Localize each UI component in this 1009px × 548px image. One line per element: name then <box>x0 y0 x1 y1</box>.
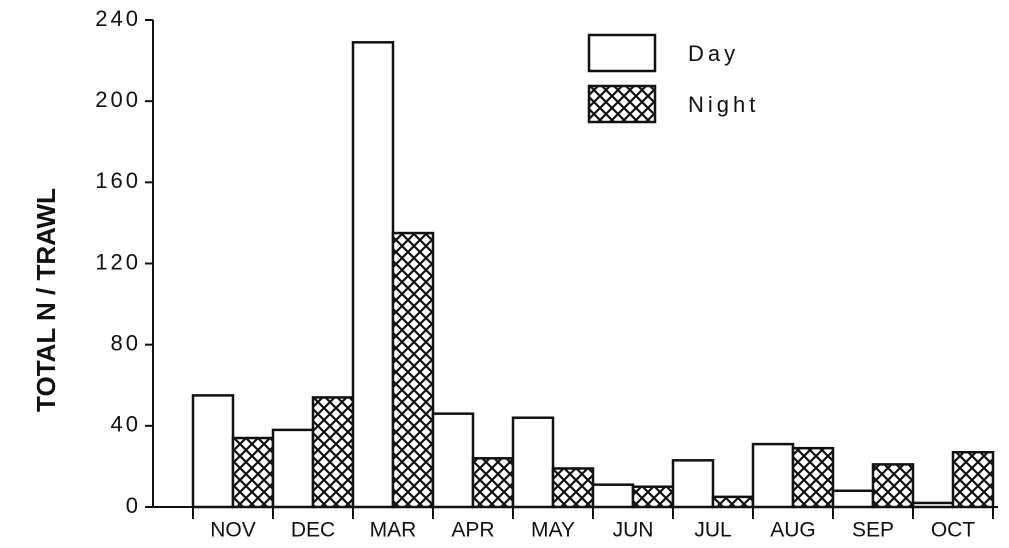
bar <box>711 495 755 509</box>
bar <box>231 436 275 509</box>
x-tick-label: NOV <box>210 519 256 542</box>
bar <box>351 41 395 509</box>
bar <box>951 450 995 509</box>
x-tick-label: AUG <box>770 519 816 542</box>
bar <box>751 442 795 509</box>
bar <box>911 501 955 509</box>
y-axis-label: TOTAL N / TRAWL <box>31 188 61 412</box>
bar <box>591 483 635 509</box>
y-tick-label: 200 <box>95 87 141 112</box>
x-tick-label: JUN <box>613 519 654 542</box>
y-tick-label: 80 <box>111 330 141 355</box>
bar <box>271 428 315 509</box>
bar <box>471 457 515 509</box>
y-tick-label: 120 <box>95 249 141 274</box>
x-tick-label: DEC <box>291 519 335 542</box>
legend-swatch <box>587 33 657 73</box>
legend-swatch <box>587 84 657 124</box>
x-tick-label: JUL <box>694 519 731 542</box>
bar <box>191 394 235 509</box>
x-tick-label: SEP <box>852 519 894 542</box>
bar <box>871 463 915 509</box>
bar <box>791 446 835 509</box>
bar <box>311 396 355 509</box>
x-tick-label: MAR <box>370 519 417 542</box>
bar <box>831 489 875 509</box>
x-tick-label: MAY <box>531 519 575 542</box>
y-tick-label: 0 <box>126 493 141 518</box>
x-tick-label: OCT <box>931 519 976 542</box>
y-tick-label: 40 <box>111 412 141 437</box>
legend-label: Night <box>688 92 759 117</box>
bar <box>551 467 595 509</box>
bar <box>391 231 435 509</box>
bar <box>431 412 475 509</box>
x-tick-label: APR <box>451 519 494 542</box>
bar <box>631 485 675 509</box>
y-tick-label: 240 <box>95 6 141 31</box>
bar <box>671 459 715 509</box>
legend-label: Day <box>688 41 739 66</box>
y-tick-label: 160 <box>95 168 141 193</box>
bar <box>511 416 555 509</box>
